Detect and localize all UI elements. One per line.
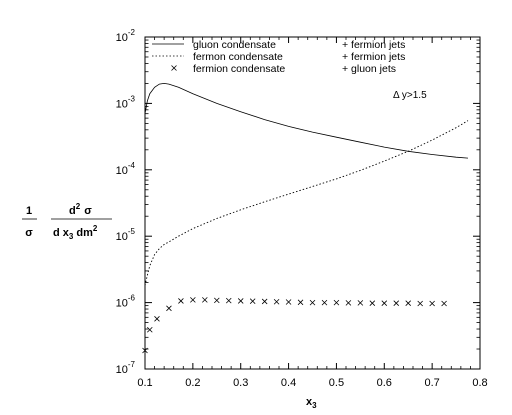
series-point bbox=[321, 299, 328, 306]
x-tick-label: 0.5 bbox=[329, 377, 344, 389]
series-point-stroke-b bbox=[393, 300, 400, 306]
series-point bbox=[190, 297, 196, 303]
y-tick-label: 10-5 bbox=[116, 227, 136, 243]
legend-label-suffix: + fermion jets bbox=[342, 39, 405, 51]
x-tick-label: 0.7 bbox=[424, 377, 439, 389]
series-point bbox=[441, 300, 447, 307]
y-tick-label: 10-7 bbox=[116, 360, 136, 376]
series-point bbox=[166, 305, 172, 312]
series-point bbox=[405, 300, 411, 306]
legend-marker-stroke-b bbox=[171, 65, 177, 71]
legend: gluon condensate + fermion jets fermon con… bbox=[152, 39, 405, 75]
series-point-stroke-b bbox=[273, 298, 280, 305]
series-point-stroke-b bbox=[405, 300, 411, 306]
series-point bbox=[249, 298, 256, 304]
series-point-stroke-b bbox=[369, 300, 376, 306]
legend-label-suffix: + gluon jets bbox=[342, 63, 396, 75]
legend-label: fermion condensate bbox=[193, 63, 285, 75]
y-axis: 10-7 10-6 10-5 10-4 10-3 10-2 bbox=[116, 28, 480, 376]
series-point-stroke-b bbox=[225, 297, 232, 304]
series-point bbox=[297, 299, 304, 306]
series-point-stroke-b bbox=[321, 299, 328, 306]
series-point-stroke-b bbox=[142, 347, 148, 354]
series-point bbox=[147, 326, 153, 333]
x-axis: 0.1 0.2 0.3 0.4 0.5 0.6 0.7 0.8 bbox=[137, 37, 488, 389]
series-point-stroke-b bbox=[147, 326, 153, 333]
series-point-stroke-b bbox=[417, 300, 423, 307]
legend-label: gluon condensate bbox=[193, 39, 276, 51]
series-point-stroke-b bbox=[166, 305, 172, 312]
series-point-stroke-b bbox=[285, 299, 292, 305]
ylabel-numerator-2: d2 σ bbox=[69, 202, 92, 217]
series-point bbox=[417, 300, 423, 307]
series-point bbox=[237, 298, 244, 304]
series-point bbox=[178, 298, 184, 304]
series-point bbox=[309, 299, 316, 306]
series-point-stroke-b bbox=[190, 297, 196, 303]
legend-marker bbox=[171, 65, 177, 71]
y-tick-label: 10-6 bbox=[116, 294, 136, 310]
series-point-stroke-b bbox=[429, 300, 435, 307]
series-point-stroke-b bbox=[249, 298, 256, 304]
x-tick-label: 0.2 bbox=[185, 377, 200, 389]
x-tick-label: 0.4 bbox=[281, 377, 296, 389]
x-tick-label: 0.3 bbox=[233, 377, 248, 389]
series-point bbox=[285, 299, 292, 305]
series-point bbox=[225, 297, 232, 304]
series-point bbox=[357, 300, 364, 306]
series-point bbox=[369, 300, 376, 306]
series-layer bbox=[142, 82, 469, 354]
series-point bbox=[345, 300, 352, 306]
series-point bbox=[273, 298, 280, 305]
series-point-stroke-b bbox=[261, 298, 268, 305]
series-point bbox=[142, 347, 148, 354]
y-tick-label: 10-3 bbox=[116, 94, 136, 110]
series-point-stroke-b bbox=[214, 297, 220, 304]
y-tick-label: 10-2 bbox=[116, 28, 136, 44]
series-point-stroke-b bbox=[381, 300, 388, 306]
series-point-stroke-b bbox=[345, 300, 352, 306]
series-point-stroke-b bbox=[309, 299, 316, 306]
series-point-stroke-b bbox=[441, 300, 447, 307]
y-axis-label: 1 σ d2 σ d x3 dm2 bbox=[22, 202, 112, 241]
plot-frame bbox=[144, 36, 481, 370]
x-axis-label: x3 bbox=[306, 396, 317, 410]
series-point bbox=[429, 300, 435, 307]
ylabel-denominator-2: d x3 dm2 bbox=[53, 224, 98, 241]
y-tick-label: 10-4 bbox=[116, 161, 136, 177]
legend-label: fermon condensate bbox=[193, 51, 283, 63]
series-point-stroke-b bbox=[297, 299, 304, 306]
series-line-2 bbox=[144, 120, 469, 286]
series-point bbox=[154, 316, 160, 322]
series-point-stroke-b bbox=[154, 316, 160, 322]
ylabel-denominator-1: σ bbox=[25, 227, 33, 239]
series-point-stroke-b bbox=[178, 298, 184, 304]
x-tick-label: 0.6 bbox=[377, 377, 392, 389]
series-point-stroke-b bbox=[237, 298, 244, 304]
series-line-1 bbox=[144, 82, 469, 159]
series-point bbox=[202, 297, 208, 303]
legend-label-suffix: + fermion jets bbox=[342, 51, 405, 63]
x-tick-label: 0.1 bbox=[137, 377, 152, 389]
annotation-delta-y: Δ y>1.5 bbox=[393, 90, 427, 101]
series-point-stroke-b bbox=[202, 297, 208, 303]
series-point bbox=[333, 299, 340, 306]
ylabel-numerator-1: 1 bbox=[26, 205, 32, 217]
series-point bbox=[381, 300, 388, 306]
series-point bbox=[393, 300, 400, 306]
series-point-stroke-b bbox=[357, 300, 364, 306]
series-point bbox=[261, 298, 268, 305]
series-point bbox=[214, 297, 220, 304]
series-point-stroke-b bbox=[333, 299, 340, 306]
x-tick-label: 0.8 bbox=[472, 377, 487, 389]
